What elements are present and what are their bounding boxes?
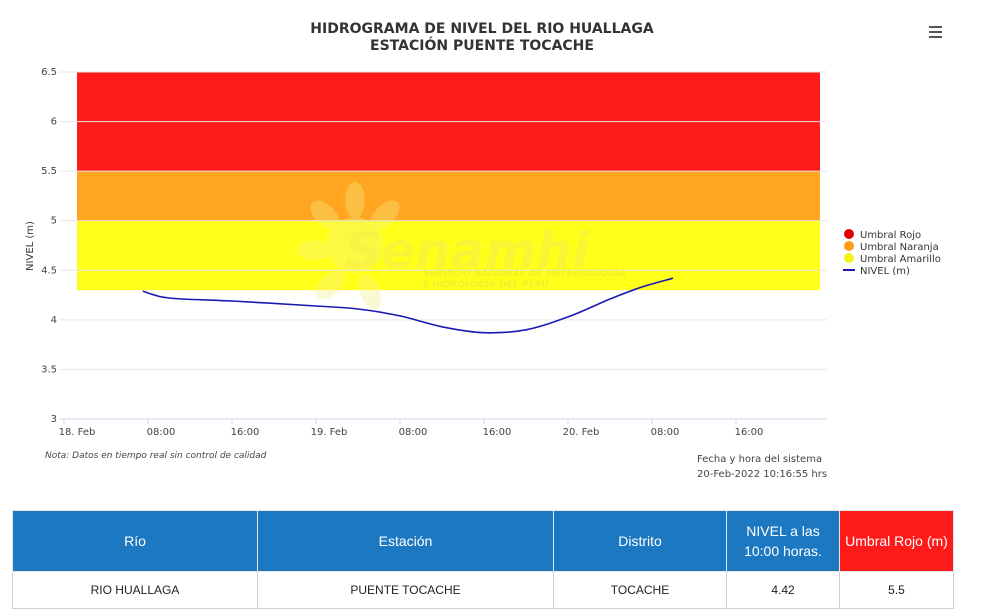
x-axis-ticks: 18. Feb 08:00 16:00 19. Feb 08:00 16:00 20. Fe… (59, 419, 764, 438)
legend-item-label[interactable]: Umbral Naranja (860, 242, 939, 253)
cell-estacion: PUENTE TOCACHE (257, 571, 554, 609)
y-tick-label: 4 (51, 315, 57, 326)
watermark-subtitle-1: SERVICIO NACIONAL DE METEOROLOGÍA (423, 267, 626, 279)
legend-item-label[interactable]: Umbral Rojo (860, 230, 921, 241)
legend-item-label[interactable]: NIVEL (m) (860, 266, 910, 277)
watermark-logo-text: Senamhi (345, 222, 590, 280)
cell-nivel: 4.42 (726, 571, 840, 609)
y-tick-label: 5.5 (41, 166, 57, 177)
hydrograph-chart: HIDROGRAMA DE NIVEL DEL RIO HUALLAGA EST… (25, 21, 941, 480)
chart-menu-button[interactable] (925, 21, 947, 43)
y-tick-label: 4.5 (41, 265, 57, 276)
x-tick-label: 18. Feb (59, 427, 96, 438)
chart-title-line-1: HIDROGRAMA DE NIVEL DEL RIO HUALLAGA (310, 21, 654, 37)
legend-swatch-icon (844, 241, 854, 251)
sun-logo-icon (297, 182, 400, 310)
senamhi-watermark: Senamhi SERVICIO NACIONAL DE METEOROLOGÍ… (297, 182, 626, 310)
legend-swatch-icon (844, 253, 854, 263)
x-tick-label: 16:00 (735, 427, 764, 438)
header-distrito: Distrito (553, 510, 727, 572)
x-tick-label: 08:00 (147, 427, 176, 438)
chart-title-line-2: ESTACIÓN PUENTE TOCACHE (370, 36, 594, 54)
legend-item-label[interactable]: Umbral Amarillo (860, 254, 941, 265)
data-quality-note: Nota: Datos en tiempo real sin control d… (45, 451, 267, 461)
y-axis-title: NIVEL (m) (25, 221, 36, 271)
x-tick-label: 19. Feb (311, 427, 348, 438)
x-tick-label: 16:00 (231, 427, 260, 438)
table-row: RIO HUALLAGA PUENTE TOCACHE TOCACHE 4.42… (12, 571, 954, 609)
grid-lines (60, 71, 827, 370)
series-line-nivel (142, 277, 674, 334)
x-tick-label: 08:00 (651, 427, 680, 438)
y-tick-label: 5 (51, 216, 57, 227)
x-tick-label: 08:00 (399, 427, 428, 438)
cell-distrito: TOCACHE (553, 571, 727, 609)
y-tick-label: 3.5 (41, 364, 57, 375)
system-time-value: 20-Feb-2022 10:16:55 hrs (697, 469, 827, 480)
y-tick-label: 3 (51, 414, 57, 425)
y-axis-ticks: 3 3.5 4 4.5 5 5.5 6 6.5 (41, 67, 57, 425)
station-data-table: Río Estación Distrito NIVEL a las 10:00 … (12, 510, 954, 609)
y-tick-label: 6.5 (41, 67, 57, 78)
y-tick-label: 6 (51, 117, 57, 128)
x-tick-label: 20. Feb (563, 427, 600, 438)
x-tick-label: 16:00 (483, 427, 512, 438)
watermark-subtitle-2: E HIDROLOGÍA DEL PERÚ (423, 278, 549, 290)
band-umbral-amarillo (77, 220, 820, 291)
cell-umbral-rojo: 5.5 (839, 571, 954, 609)
table-header-row: Río Estación Distrito NIVEL a las 10:00 … (12, 510, 954, 572)
header-nivel: NIVEL a las 10:00 horas. (726, 510, 840, 572)
system-time-label: Fecha y hora del sistema (697, 454, 822, 465)
header-estacion: Estación (257, 510, 554, 572)
header-umbral-rojo: Umbral Rojo (m) (839, 510, 954, 572)
band-umbral-naranja (77, 171, 820, 221)
legend-swatch-icon (844, 229, 854, 239)
cell-rio: RIO HUALLAGA (12, 571, 258, 609)
header-rio: Río (12, 510, 258, 572)
